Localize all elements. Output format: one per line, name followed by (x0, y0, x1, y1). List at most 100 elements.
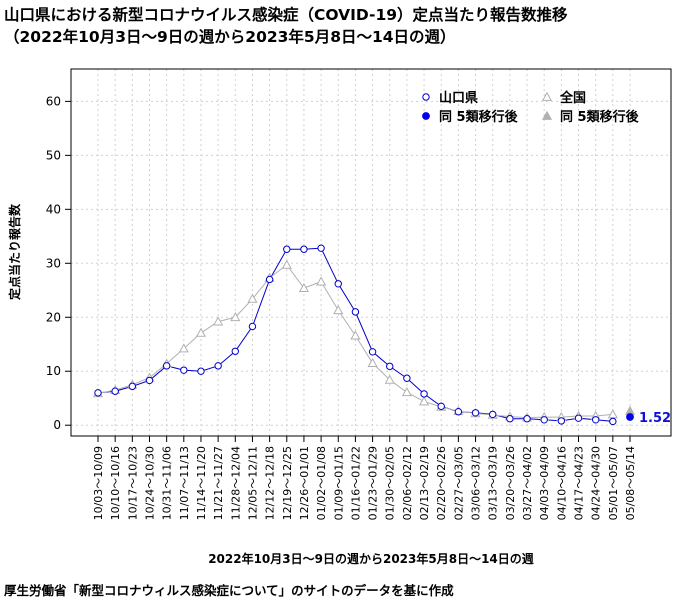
data-point (506, 415, 514, 423)
legend-label: 同 5類移行後 (560, 109, 640, 125)
data-point (111, 387, 119, 395)
legend-label: 全国 (559, 90, 586, 106)
data-point (283, 245, 291, 253)
data-point (231, 347, 239, 355)
x-tick-label: 10/10～10/16 (109, 446, 122, 520)
data-point (265, 275, 274, 284)
legend: 山口県 全国同 5類移行後 同 5類移行後 (422, 90, 640, 125)
data-point (145, 376, 154, 385)
x-tick-label: 11/14～11/20 (195, 446, 208, 520)
x-tick-label: 05/01～05/07 (607, 446, 620, 520)
x-tick-label: 02/20～02/26 (435, 446, 448, 520)
plot-area-frame (70, 68, 672, 437)
x-tick-label: 10/31～11/06 (161, 446, 174, 520)
x-tick-label: 12/05～12/11 (246, 446, 259, 520)
x-tick-label: 11/07～11/13 (178, 446, 191, 520)
x-tick-label: 01/16～01/22 (349, 446, 362, 520)
data-point (230, 312, 241, 322)
x-tick-label: 01/02～01/08 (315, 446, 328, 520)
data-point (422, 112, 430, 120)
data-point (351, 308, 360, 316)
y-axis: 0 10 20 30 40 50 60 (46, 94, 71, 432)
data-point (422, 93, 430, 101)
x-tick-label: 01/23～01/29 (367, 446, 380, 520)
data-point (384, 374, 395, 384)
legend-label: 山口県 (439, 90, 478, 106)
x-tick-label: 12/26～01/01 (298, 446, 311, 520)
x-tick-label: 10/03～10/09 (92, 446, 105, 520)
x-tick-label: 03/13～03/19 (487, 446, 500, 520)
data-point (401, 387, 412, 397)
data-point (574, 414, 583, 422)
data-point (281, 259, 292, 269)
x-tick-label: 01/09～01/15 (332, 446, 345, 520)
x-tick-label: 03/20～03/26 (504, 446, 517, 520)
x-tick-label: 04/10～04/16 (555, 446, 568, 520)
data-point (248, 322, 257, 331)
x-tick-label: 02/06～02/12 (401, 446, 414, 520)
data-point (195, 327, 207, 337)
data-point (94, 389, 102, 397)
data-point (300, 245, 308, 253)
data-point (316, 276, 327, 286)
chart-title: 山口県における新型コロナウイルス感染症（COVID-19）定点当たり報告数推移 … (4, 4, 568, 48)
x-axis-label: 2022年10月3日～9日の週から2023年5月8日～14日の週 (208, 551, 534, 566)
data-point (214, 362, 222, 370)
data-point (180, 366, 188, 374)
data-point (386, 362, 394, 371)
y-tick-label: 50 (46, 148, 61, 162)
data-point (523, 415, 531, 423)
y-tick-label: 30 (46, 256, 61, 270)
x-tick-label: 02/13～02/19 (418, 446, 431, 520)
series-markers (92, 244, 636, 426)
y-tick-label: 60 (46, 94, 61, 108)
data-point (317, 244, 325, 252)
data-point (489, 410, 497, 419)
x-tick-label: 05/08～05/14 (624, 446, 637, 520)
data-point (298, 282, 309, 292)
x-tick-label: 11/28～12/04 (229, 446, 242, 520)
chart-title-line1: 山口県における新型コロナウイルス感染症（COVID-19）定点当たり報告数推移 (4, 6, 568, 24)
data-point (368, 348, 377, 356)
data-point (162, 362, 171, 370)
data-point (437, 402, 445, 411)
x-tick-label: 04/17～04/23 (573, 446, 586, 520)
data-point (609, 417, 617, 426)
x-tick-label: 03/27～04/02 (521, 446, 534, 520)
data-point (128, 382, 137, 391)
x-tick-label: 12/12～12/18 (264, 446, 277, 520)
data-point (213, 316, 224, 326)
x-tick-label: 03/06～03/12 (470, 446, 483, 520)
data-point (591, 416, 600, 424)
x-tick-label: 01/30～02/05 (384, 446, 397, 520)
data-point (420, 390, 428, 398)
chart-title-line2: （2022年10月3日～9日の週から2023年5月8日～14日の週） (4, 28, 456, 46)
x-tick-label: 02/27～03/05 (452, 446, 465, 520)
x-axis: 10/03～10/09 10/10～10/16 10/17～10/23 10/24～1… (92, 436, 637, 520)
x-tick-label: 04/03～04/09 (538, 446, 551, 520)
data-point (367, 357, 378, 367)
y-tick-label: 0 (53, 418, 61, 432)
data-point (197, 367, 205, 375)
data-point (626, 413, 634, 421)
data-point (403, 374, 411, 382)
y-axis-label: 定点当たり報告数 (7, 203, 22, 300)
y-tick-label: 10 (46, 364, 61, 378)
data-point (334, 280, 342, 288)
data-point (247, 293, 258, 303)
data-point (419, 396, 430, 406)
x-tick-label: 11/21～11/27 (212, 446, 225, 520)
data-point (454, 408, 463, 416)
data-point (178, 343, 189, 353)
y-tick-label: 20 (46, 310, 61, 324)
x-tick-label: 12/19～12/25 (281, 446, 294, 520)
legend-label: 同 5類移行後 (439, 109, 519, 125)
x-tick-label: 10/17～10/23 (126, 446, 139, 520)
data-point (350, 330, 361, 340)
last-value-annotation: 1.52 (639, 411, 671, 426)
data-point (607, 409, 618, 419)
data-point (541, 110, 553, 120)
data-point (540, 416, 548, 424)
source-note: 厚生労働省「新型コロナウィルス感染症について」のサイトのデータを基に作成 (4, 583, 454, 598)
